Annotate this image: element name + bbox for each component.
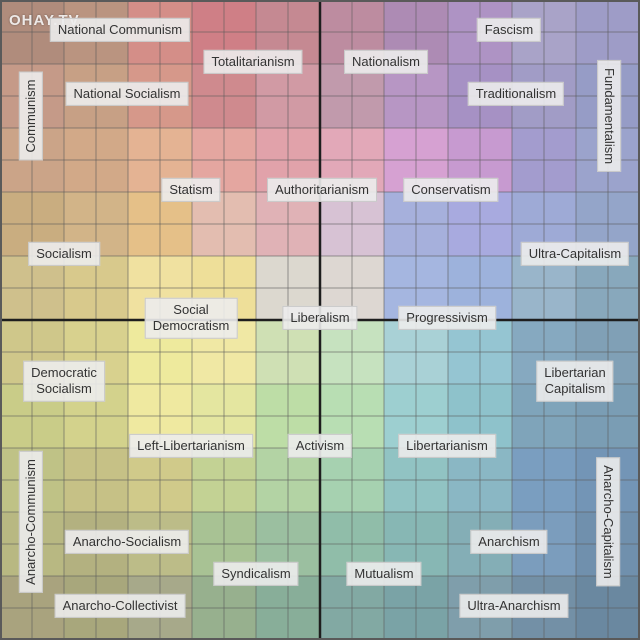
label-syndicalism[interactable]: Syndicalism: [213, 561, 299, 587]
label-statism[interactable]: Statism: [161, 177, 221, 203]
label-anarcho-collectivist[interactable]: Anarcho-Collectivist: [54, 593, 186, 619]
label-democratic-socialism[interactable]: Democratic Socialism: [23, 360, 105, 402]
label-authoritarianism[interactable]: Authoritarianism: [267, 177, 377, 203]
label-totalitarianism[interactable]: Totalitarianism: [203, 49, 303, 75]
label-socialism[interactable]: Socialism: [28, 241, 100, 267]
label-ultra-capitalism[interactable]: Ultra-Capitalism: [520, 241, 630, 267]
label-national-socialism[interactable]: National Socialism: [65, 81, 189, 107]
label-ultra-anarchism[interactable]: Ultra-Anarchism: [459, 593, 569, 619]
label-mutualism[interactable]: Mutualism: [346, 561, 422, 587]
label-activism[interactable]: Activism: [287, 433, 353, 459]
label-libertarianism[interactable]: Libertarianism: [398, 433, 496, 459]
label-traditionalism[interactable]: Traditionalism: [467, 81, 565, 107]
label-fundamentalism[interactable]: Fundamentalism: [596, 59, 622, 173]
label-progressivism[interactable]: Progressivism: [398, 305, 496, 331]
label-liberalism[interactable]: Liberalism: [282, 305, 358, 331]
label-left-libertarianism[interactable]: Left-Libertarianism: [129, 433, 253, 459]
label-conservatism[interactable]: Conservatism: [403, 177, 499, 203]
label-social-democratism[interactable]: Social Democratism: [144, 297, 238, 339]
label-libertarian-capitalism[interactable]: Libertarian Capitalism: [536, 360, 614, 402]
label-anarcho-capitalism[interactable]: Anarcho-Capitalism: [595, 457, 621, 587]
label-anarcho-communism[interactable]: Anarcho-Communism: [18, 451, 44, 593]
label-communism[interactable]: Communism: [18, 71, 44, 161]
label-nationalism[interactable]: Nationalism: [344, 49, 428, 75]
label-anarchism[interactable]: Anarchism: [470, 529, 548, 555]
label-anarcho-socialism[interactable]: Anarcho-Socialism: [64, 529, 190, 555]
label-national-communism[interactable]: National Communism: [49, 17, 191, 43]
label-fascism[interactable]: Fascism: [476, 17, 542, 43]
